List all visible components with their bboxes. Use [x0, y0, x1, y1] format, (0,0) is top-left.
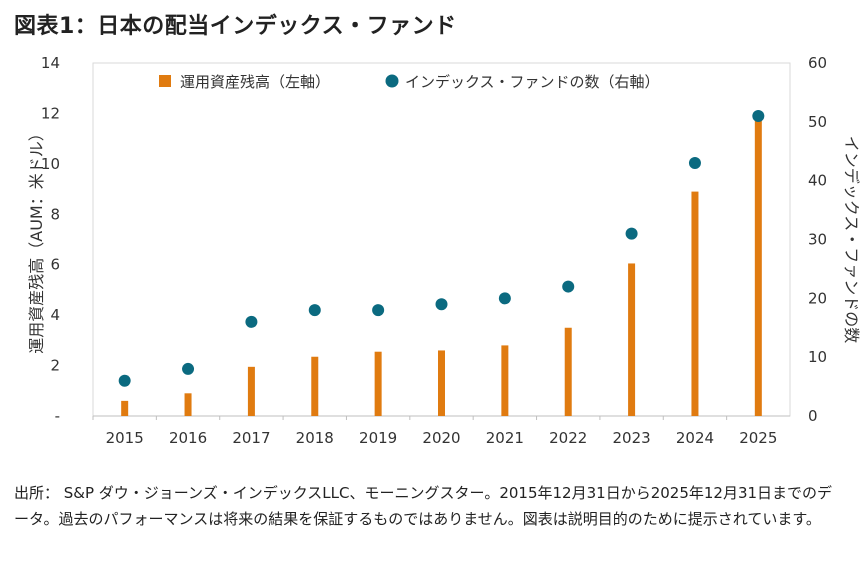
y-left-axis-title: 運用資産残高（AUM：米ドル） — [27, 125, 46, 353]
x-tick-label: 2023 — [612, 429, 650, 447]
dot-fund-count — [372, 304, 385, 317]
dot-fund-count — [182, 362, 195, 375]
x-tick-label: 2020 — [422, 429, 460, 447]
x-tick-label: 2018 — [296, 429, 334, 447]
bar-aum — [564, 327, 572, 416]
chart-title: 図表1：日本の配当インデックス・ファンド — [14, 14, 457, 39]
y-right-tick-label: 50 — [808, 113, 827, 131]
dot-fund-count — [752, 109, 765, 122]
y-right-axis-title: インデックス・ファンドの数 — [842, 136, 861, 344]
x-tick-label: 2022 — [549, 429, 587, 447]
dot-fund-count — [308, 304, 321, 317]
y-right-tick-label: 30 — [808, 231, 827, 249]
dot-fund-count — [688, 157, 701, 170]
y-left-tick-label: 4 — [50, 306, 60, 324]
legend-bar-swatch — [159, 75, 171, 87]
x-tick-label: 2016 — [169, 429, 207, 447]
legend-dot-swatch — [385, 74, 399, 88]
bar-aum — [754, 117, 762, 416]
y-right-tick-label: 60 — [808, 54, 827, 72]
chart: - 2 4 6 8 10 12 14 0 10 20 30 40 50 60 2015 2016 2017 2018… — [0, 48, 868, 458]
y-left-tick-label: 8 — [50, 205, 60, 223]
dot-fund-count — [625, 227, 638, 240]
dot-fund-count — [562, 280, 575, 293]
chart-svg: - 2 4 6 8 10 12 14 0 10 20 30 40 50 60 2015 2016 2017 2018… — [27, 54, 861, 447]
y-left-tick-label: - — [55, 407, 60, 425]
legend-bar-label: 運用資産残高（左軸） — [180, 73, 330, 91]
dot-fund-count — [245, 315, 258, 328]
source-note: 出所： S&P ダウ・ジョーンズ・インデックスLLC、モーニングスター。2015… — [14, 484, 833, 528]
x-tick-label: 2017 — [232, 429, 270, 447]
legend-dot-label: インデックス・ファンドの数（右軸） — [405, 73, 660, 91]
x-tick-label: 2025 — [739, 429, 777, 447]
bar-aum — [691, 191, 699, 416]
x-tick-label: 2019 — [359, 429, 397, 447]
y-right-tick-label: 0 — [808, 407, 818, 425]
bar-aum — [247, 366, 255, 416]
y-left-tick-label: 10 — [41, 155, 60, 173]
bar-aum — [121, 400, 129, 416]
y-left-tick-label: 2 — [50, 357, 60, 375]
y-left-tick-label: 6 — [50, 256, 60, 274]
dot-fund-count — [118, 374, 131, 387]
bar-aum — [438, 350, 445, 416]
y-right-tick-label: 40 — [808, 172, 827, 190]
bar-aum — [311, 356, 319, 416]
bar-aum — [374, 351, 382, 416]
y-right-tick-label: 20 — [808, 289, 827, 307]
y-right-tick-label: 10 — [808, 348, 827, 366]
bar-aum — [501, 345, 509, 416]
dot-fund-count — [498, 292, 511, 305]
x-tick-label: 2024 — [676, 429, 714, 447]
dot-fund-count — [435, 298, 448, 311]
bar-aum — [184, 393, 192, 416]
x-tick-label: 2021 — [486, 429, 524, 447]
bar-aum — [628, 263, 636, 416]
x-tick-label: 2015 — [106, 429, 144, 447]
y-left-tick-label: 14 — [41, 54, 60, 72]
y-left-tick-label: 12 — [41, 104, 60, 122]
